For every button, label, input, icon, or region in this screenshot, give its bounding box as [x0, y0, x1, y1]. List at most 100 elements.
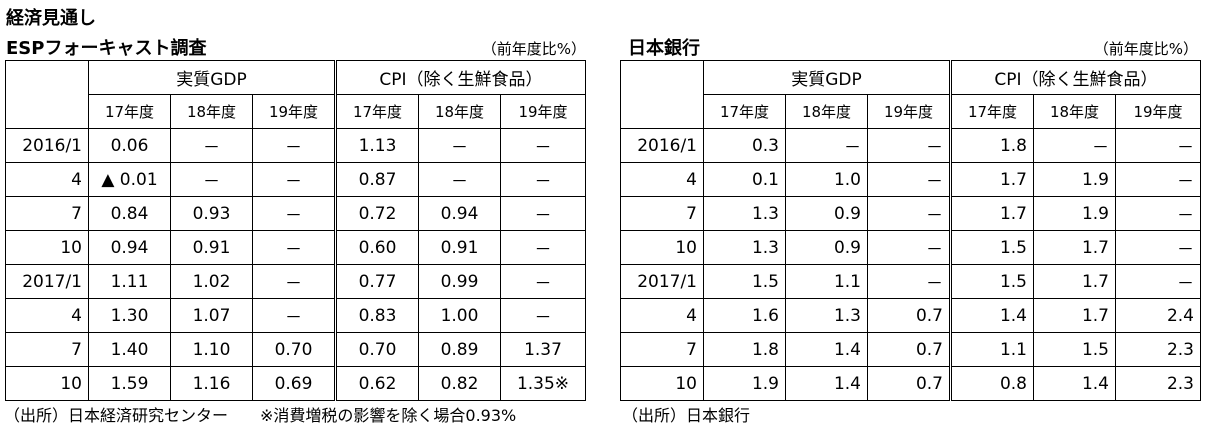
data-cell: －	[1033, 128, 1116, 163]
data-cell: －	[1115, 162, 1201, 197]
data-cell: 1.9	[703, 366, 786, 401]
data-cell: 0.06	[88, 128, 171, 163]
data-cell: 0.91	[170, 230, 253, 265]
data-cell: －	[1115, 196, 1201, 231]
corner-cell	[620, 60, 704, 129]
data-cell: －	[252, 298, 336, 333]
data-cell: －	[1115, 128, 1201, 163]
data-cell: 1.7	[1033, 230, 1116, 265]
data-cell: 2.3	[1115, 332, 1201, 367]
data-cell: 1.5	[703, 264, 786, 299]
year-header: 17年度	[949, 94, 1034, 129]
data-row: 10 1.9 1.4 0.7 0.8 1.4 2.3	[620, 366, 1201, 401]
header-row: 実質GDP CPI（除く生鮮食品）	[5, 60, 586, 129]
data-cell: 0.3	[703, 128, 786, 163]
data-row: 4 ▲ 0.01 －－ 0.87 －－	[5, 162, 586, 197]
data-row: 2017/1 1.11 1.02 － 0.77 0.99 －	[5, 264, 586, 299]
data-cell: 0.77	[334, 264, 419, 299]
year-header: 18年度	[170, 94, 253, 129]
data-cell: 1.13	[334, 128, 419, 163]
year-header: 17年度	[88, 94, 171, 129]
data-cell: 0.9	[785, 196, 868, 231]
group-header: CPI（除く生鮮食品）	[949, 60, 1201, 95]
year-header: 19年度	[500, 94, 586, 129]
data-cell: 1.5	[949, 230, 1034, 265]
data-cell: 0.7	[867, 298, 951, 333]
header-row: 17年度 18年度 19年度 17年度 18年度 19年度	[621, 94, 1201, 129]
data-cell: 0.83	[334, 298, 419, 333]
data-cell: 1.10	[170, 332, 253, 367]
data-cell: －	[170, 162, 253, 197]
data-cell: 0.94	[88, 230, 171, 265]
right-title: 日本銀行	[628, 38, 700, 59]
year-header: 19年度	[867, 94, 951, 129]
year-header: 19年度	[252, 94, 336, 129]
data-row: 7 1.3 0.9 － 1.7 1.9 －	[620, 196, 1201, 231]
data-cell: 1.9	[1033, 196, 1116, 231]
data-cell: 0.84	[88, 196, 171, 231]
data-cell: 0.69	[252, 366, 336, 401]
year-header: 17年度	[334, 94, 419, 129]
data-cell: 1.40	[88, 332, 171, 367]
data-cell: 1.5	[949, 264, 1034, 299]
data-cell: －	[867, 128, 951, 163]
data-cell: 1.3	[703, 196, 786, 231]
data-cell: －	[418, 128, 501, 163]
row-label: 2017/1	[620, 264, 704, 299]
data-cell: 0.82	[418, 366, 501, 401]
data-row: 7 1.8 1.4 0.7 1.1 1.5 2.3	[620, 332, 1201, 367]
data-cell: 0.8	[949, 366, 1034, 401]
data-cell: －	[252, 196, 336, 231]
data-cell: 1.37	[500, 332, 586, 367]
data-cell: 1.00	[418, 298, 501, 333]
data-cell: 1.59	[88, 366, 171, 401]
data-cell: 1.07	[170, 298, 253, 333]
data-cell: 1.3	[703, 230, 786, 265]
data-cell: －	[252, 162, 336, 197]
row-label: 10	[620, 366, 704, 401]
data-cell: 1.3	[785, 298, 868, 333]
data-cell: 1.4	[785, 332, 868, 367]
year-header: 18年度	[1033, 94, 1116, 129]
data-cell: 1.4	[1033, 366, 1116, 401]
data-cell: －	[252, 264, 336, 299]
data-cell: 1.11	[88, 264, 171, 299]
data-cell: 1.0	[785, 162, 868, 197]
data-cell: 1.4	[785, 366, 868, 401]
row-label: 10	[5, 366, 89, 401]
data-cell: 0.60	[334, 230, 419, 265]
data-cell: 2.3	[1115, 366, 1201, 401]
right-footer: （出所）日本銀行	[622, 406, 751, 425]
data-row: 10 0.94 0.91 － 0.60 0.91 －	[5, 230, 586, 265]
row-label: 2016/1	[620, 128, 704, 163]
data-cell: 1.8	[949, 128, 1034, 163]
data-row: 10 1.3 0.9 － 1.5 1.7 －	[620, 230, 1201, 265]
row-label: 4	[5, 162, 89, 197]
data-cell: 0.91	[418, 230, 501, 265]
data-cell: 0.62	[334, 366, 419, 401]
data-cell: 0.7	[867, 366, 951, 401]
row-label: 4	[620, 298, 704, 333]
data-cell: 0.70	[252, 332, 336, 367]
data-cell: 1.4	[949, 298, 1034, 333]
data-cell: －	[867, 230, 951, 265]
row-label: 10	[5, 230, 89, 265]
data-cell: －	[500, 196, 586, 231]
row-label: 4	[5, 298, 89, 333]
right-unit: （前年度比%）	[1093, 40, 1198, 58]
group-header: 実質GDP	[88, 60, 336, 95]
data-cell: 1.7	[949, 196, 1034, 231]
data-cell: 0.7	[867, 332, 951, 367]
year-header: 19年度	[1115, 94, 1201, 129]
year-header: 17年度	[703, 94, 786, 129]
data-cell: －	[500, 162, 586, 197]
data-cell: 0.93	[170, 196, 253, 231]
data-cell: 1.35※	[500, 366, 586, 401]
row-label: 10	[620, 230, 704, 265]
header-row: 17年度 18年度 19年度 17年度 18年度 19年度	[6, 94, 586, 129]
data-cell: 0.1	[703, 162, 786, 197]
data-cell: 1.8	[703, 332, 786, 367]
row-label: 4	[620, 162, 704, 197]
data-cell: 1.1	[949, 332, 1034, 367]
